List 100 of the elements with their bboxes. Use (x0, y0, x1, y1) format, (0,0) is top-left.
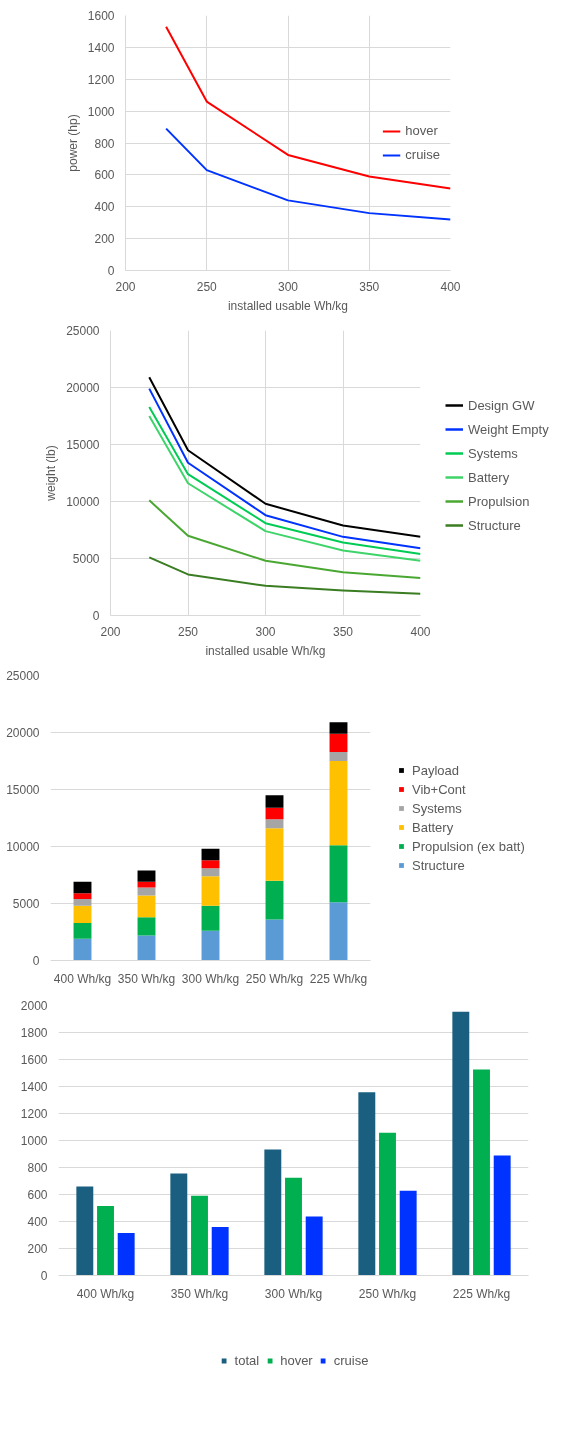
x-tick-label: 350 Wh/kg (117, 971, 176, 986)
x-tick-label: 350 Wh/kg (170, 1286, 229, 1301)
bar (265, 807, 284, 820)
legend-label: Design GW (468, 397, 535, 413)
y-tick-label: 1800 (20, 1026, 48, 1040)
bar (73, 938, 92, 961)
line-series (148, 499, 421, 579)
bar (137, 917, 156, 936)
bar (265, 880, 284, 920)
y-tick-label: 400 (94, 200, 115, 215)
bar (201, 876, 220, 906)
bar (73, 893, 92, 899)
bar (358, 1092, 376, 1276)
y-tick-label: 20000 (66, 381, 100, 395)
y-tick-label: 600 (94, 168, 115, 183)
bar (211, 1226, 229, 1276)
bar (305, 1216, 323, 1276)
bar (137, 881, 156, 888)
bar (117, 1232, 135, 1276)
x-tick-label: 225 Wh/kg (309, 971, 368, 986)
bar (265, 919, 284, 961)
bar (201, 860, 220, 869)
y-tick-label: 1600 (87, 9, 115, 23)
bar (137, 887, 156, 896)
bar (201, 848, 220, 861)
bar (473, 1069, 490, 1276)
line-series (165, 127, 451, 221)
bar (379, 1132, 396, 1276)
legend-label: Structure (468, 517, 521, 533)
y-tick-label: 25000 (6, 669, 40, 683)
y-tick-label: 600 (27, 1188, 48, 1202)
y-axis-title: power (hp) (65, 114, 80, 172)
bar (170, 1173, 188, 1276)
y-axis-title: weight (lb) (44, 445, 59, 502)
y-tick-label: 1600 (20, 1053, 48, 1067)
bar (201, 868, 220, 877)
legend-label: Systems (412, 800, 462, 816)
bar (265, 819, 284, 829)
y-tick-label: 2000 (20, 999, 48, 1013)
line-series (165, 25, 451, 190)
y-tick-label: 200 (94, 232, 115, 247)
bar (329, 902, 348, 961)
y-tick-label: 1200 (20, 1107, 48, 1121)
legend-label: Propulsion (468, 493, 530, 509)
y-tick-label: 1000 (87, 104, 115, 119)
x-tick-label: 300 (255, 624, 276, 639)
legend-label: hover (280, 1352, 313, 1368)
bar (73, 881, 92, 894)
y-tick-label: 0 (32, 954, 40, 968)
bar (73, 898, 92, 906)
y-tick-label: 5000 (12, 897, 40, 911)
y-tick-label: 1400 (20, 1080, 48, 1094)
legend-label: Propulsion (ex batt) (412, 838, 525, 854)
y-tick-label: 200 (27, 1242, 48, 1256)
bar (493, 1155, 511, 1276)
bar (137, 895, 156, 918)
y-tick-label: 20000 (6, 726, 40, 740)
x-axis-title: installed usable Wh/kg (227, 298, 349, 313)
bar (329, 722, 348, 734)
y-tick-label: 0 (92, 609, 100, 623)
y-tick-label: 10000 (6, 840, 40, 854)
y-tick-label: 1000 (20, 1134, 48, 1148)
bar (201, 930, 220, 961)
x-tick-label: 400 Wh/kg (76, 1286, 135, 1301)
y-tick-label: 0 (107, 264, 115, 278)
bar (329, 751, 348, 761)
bar (285, 1177, 302, 1276)
x-tick-label: 400 (410, 624, 431, 639)
line-series (148, 556, 421, 595)
bar (452, 1011, 470, 1276)
y-tick-label: 800 (94, 136, 115, 151)
x-tick-label: 225 Wh/kg (452, 1286, 511, 1301)
bar (76, 1186, 94, 1276)
legend-label: Structure (412, 857, 465, 873)
bar (73, 922, 92, 939)
x-tick-label: 400 Wh/kg (53, 971, 112, 986)
x-tick-label: 200 (115, 279, 136, 294)
legend-label: Weight Empty (468, 421, 549, 437)
x-tick-label: 250 (177, 624, 199, 639)
x-tick-label: 350 (332, 624, 354, 639)
bar (329, 845, 348, 903)
x-tick-label: 300 Wh/kg (181, 971, 240, 986)
x-tick-label: 300 (277, 279, 299, 294)
y-tick-label: 25000 (66, 324, 100, 338)
bar (73, 905, 92, 923)
y-tick-label: 10000 (66, 495, 100, 509)
legend-label: cruise (333, 1352, 369, 1368)
y-tick-label: 0 (40, 1269, 48, 1283)
bar (329, 761, 348, 846)
bar (191, 1195, 208, 1276)
x-tick-label: 400 (440, 279, 461, 294)
y-tick-label: 800 (27, 1161, 48, 1175)
bar (265, 828, 284, 881)
legend-label: Battery (468, 469, 510, 485)
legend-label: total (234, 1352, 260, 1368)
bar (201, 905, 220, 931)
x-tick-label: 300 Wh/kg (264, 1286, 323, 1301)
bar (137, 935, 156, 961)
x-axis-title: installed usable Wh/kg (205, 643, 326, 658)
bar (97, 1205, 114, 1276)
